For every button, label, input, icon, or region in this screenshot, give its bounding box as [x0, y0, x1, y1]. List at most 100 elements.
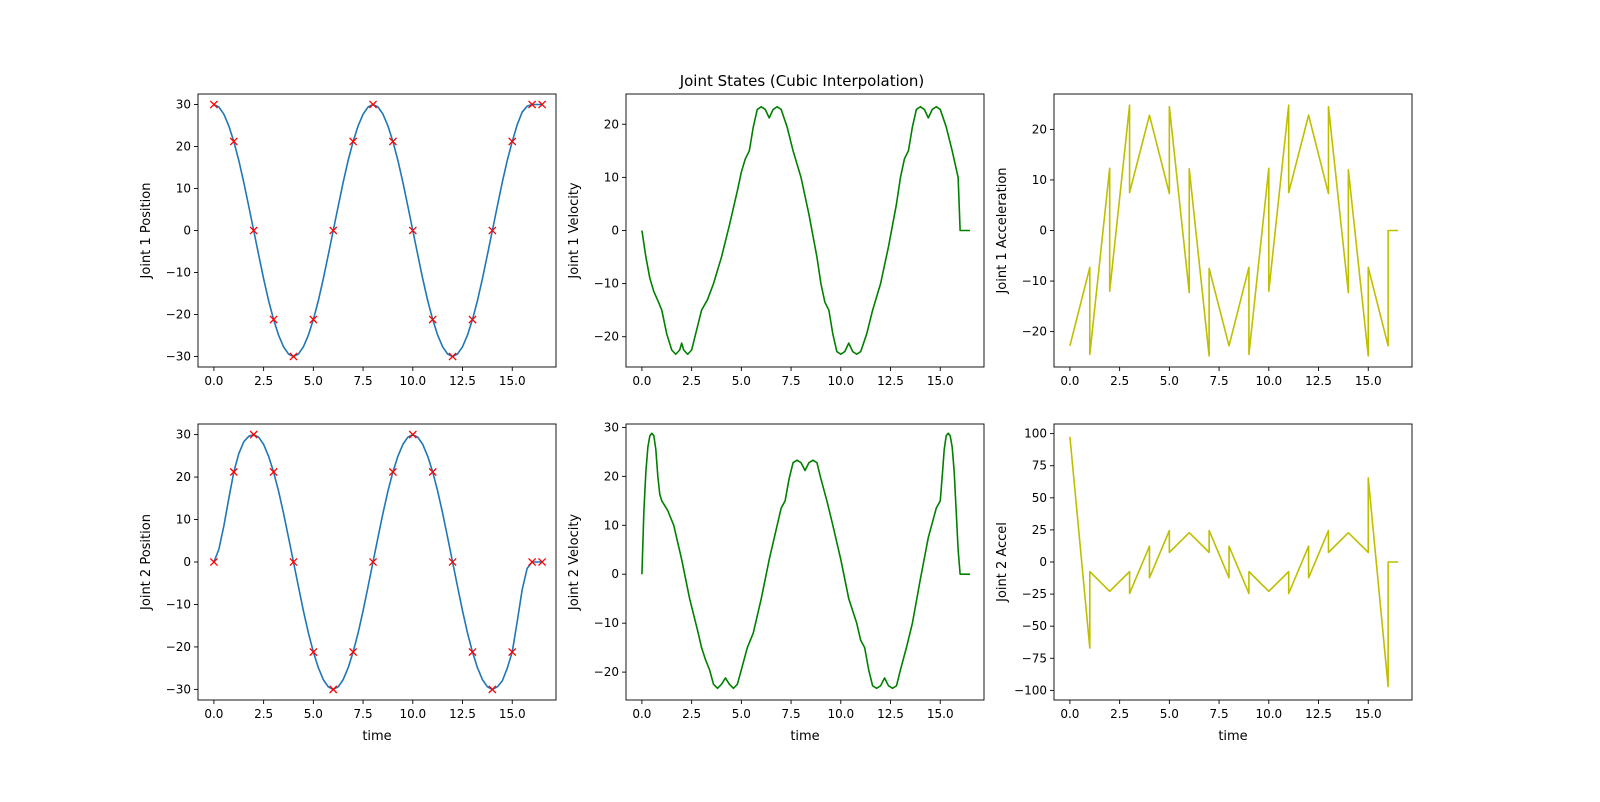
y-tick-label: −75: [1022, 651, 1047, 665]
y-axis-label: Joint 1 Acceleration: [995, 167, 1010, 294]
x-tick-label: 5.0: [1160, 707, 1179, 721]
x-tick-label: 10.0: [1255, 707, 1282, 721]
data-point-marker: [309, 647, 318, 657]
y-tick-label: 75: [1032, 459, 1047, 473]
x-tick-label: 10.0: [827, 374, 854, 388]
data-point-marker: [538, 100, 547, 109]
x-tick-label: 0.0: [1060, 374, 1079, 388]
data-point-marker: [388, 467, 397, 477]
x-tick-label: 12.5: [877, 374, 904, 388]
subplot-grid: 0.0 2.5 5.0 7.5 10.0 12.5 15.0−30−20−100102030…: [139, 93, 1413, 744]
subplot-3: 0.0 2.5 5.0 7.5 10.0 12.5 15.0 −20 −10 0 10 20 Joint…: [995, 93, 1413, 388]
x-tick-label: 0.0: [632, 374, 651, 388]
data-point-marker: [528, 100, 537, 109]
x-tick-label: 12.5: [877, 707, 904, 721]
subplot-4: 0.0 2.5 5.0 7.5 10.0 12.5 15.0 −30 −20 −10 0 10 20 30…: [139, 423, 557, 744]
data-point-marker: [349, 647, 358, 657]
x-tick-label: 5.0: [1160, 374, 1179, 388]
y-tick-label: 10: [176, 513, 191, 527]
x-tick-label: 15.0: [1355, 707, 1382, 721]
y-tick-label: −10: [594, 277, 619, 291]
series-line-1: [1069, 436, 1399, 688]
data-point-marker: [249, 430, 258, 439]
data-point-marker: [508, 647, 517, 657]
x-tick-label: 7.5: [354, 707, 373, 721]
y-tick-label: 50: [1032, 491, 1047, 505]
data-point-marker: [408, 430, 417, 439]
x-tick-label: 2.5: [254, 374, 273, 388]
y-tick-label: 20: [176, 470, 191, 484]
data-point-marker: [289, 557, 298, 567]
data-point-marker: [309, 315, 318, 324]
x-axis-label: time: [1218, 729, 1247, 744]
data-point-marker: [289, 352, 298, 361]
y-tick-label: −50: [1022, 619, 1047, 633]
series-line-1: [213, 433, 543, 691]
data-point-marker: [448, 352, 457, 361]
data-point-marker: [448, 557, 457, 567]
y-tick-label: 20: [1032, 122, 1047, 136]
y-tick-label: 0: [1039, 555, 1047, 569]
series-line-1: [641, 105, 971, 356]
x-tick-label: 2.5: [682, 707, 701, 721]
y-tick-label: −20: [1022, 325, 1047, 339]
y-axis-label: Joint 2 Accel: [995, 522, 1010, 603]
y-tick-label: −25: [1022, 587, 1047, 601]
y-tick-label: 20: [604, 117, 619, 131]
data-point-marker: [408, 226, 417, 235]
subplot-5: 0.0 2.5 5.0 7.5 10.0 12.5 15.0 −20 −10 0 10 20 30 Joi…: [567, 420, 985, 744]
x-tick-label: 15.0: [927, 707, 954, 721]
y-axis-label: Joint 1 Position: [139, 183, 154, 280]
x-tick-label: 15.0: [499, 374, 526, 388]
x-tick-label: 7.5: [354, 374, 373, 388]
y-tick-label: 0: [183, 224, 191, 238]
data-point-marker: [269, 315, 278, 324]
x-tick-label: 5.0: [732, 374, 751, 388]
y-axis-label: Joint 2 Velocity: [567, 514, 582, 612]
y-axis-label: Joint 2 Position: [139, 514, 154, 611]
y-tick-label: 0: [1039, 224, 1047, 238]
data-point-marker: [329, 226, 338, 235]
series-line-1: [213, 103, 543, 358]
data-point-marker: [209, 100, 218, 109]
data-point-marker: [528, 557, 537, 567]
figure-title: Joint States (Cubic Interpolation): [679, 72, 925, 90]
data-point-marker: [538, 557, 547, 567]
data-point-marker: [428, 467, 437, 477]
x-tick-label: 0.0: [204, 707, 223, 721]
y-tick-label: −20: [166, 308, 191, 322]
y-axis-label: Joint 1 Velocity: [567, 182, 582, 280]
x-tick-label: 2.5: [1110, 707, 1129, 721]
y-tick-label: −10: [166, 266, 191, 280]
data-point-marker: [249, 226, 258, 235]
x-tick-label: 10.0: [827, 707, 854, 721]
x-tick-label: 10.0: [399, 374, 426, 388]
y-tick-label: 0: [611, 567, 619, 581]
data-point-marker: [488, 685, 497, 694]
y-tick-label: 100: [1024, 427, 1047, 441]
y-tick-label: 30: [176, 428, 191, 442]
y-tick-label: −10: [594, 616, 619, 630]
x-tick-label: 7.5: [1210, 374, 1229, 388]
x-tick-label: 5.0: [304, 374, 323, 388]
x-tick-label: 15.0: [1355, 374, 1382, 388]
y-tick-label: −20: [594, 330, 619, 344]
y-tick-label: 20: [604, 469, 619, 483]
y-tick-label: 30: [176, 98, 191, 112]
x-tick-label: 5.0: [304, 707, 323, 721]
data-point-marker: [468, 647, 477, 657]
x-tick-label: 7.5: [782, 707, 801, 721]
x-tick-label: 5.0: [732, 707, 751, 721]
x-tick-label: 7.5: [1210, 707, 1229, 721]
data-point-marker: [269, 467, 278, 477]
y-tick-label: 10: [176, 182, 191, 196]
data-point-marker: [388, 137, 397, 146]
x-tick-label: 15.0: [927, 374, 954, 388]
y-tick-label: 10: [604, 518, 619, 532]
y-tick-label: −10: [1022, 274, 1047, 288]
x-tick-label: 15.0: [499, 707, 526, 721]
x-tick-label: 0.0: [1060, 707, 1079, 721]
x-tick-label: 2.5: [682, 374, 701, 388]
